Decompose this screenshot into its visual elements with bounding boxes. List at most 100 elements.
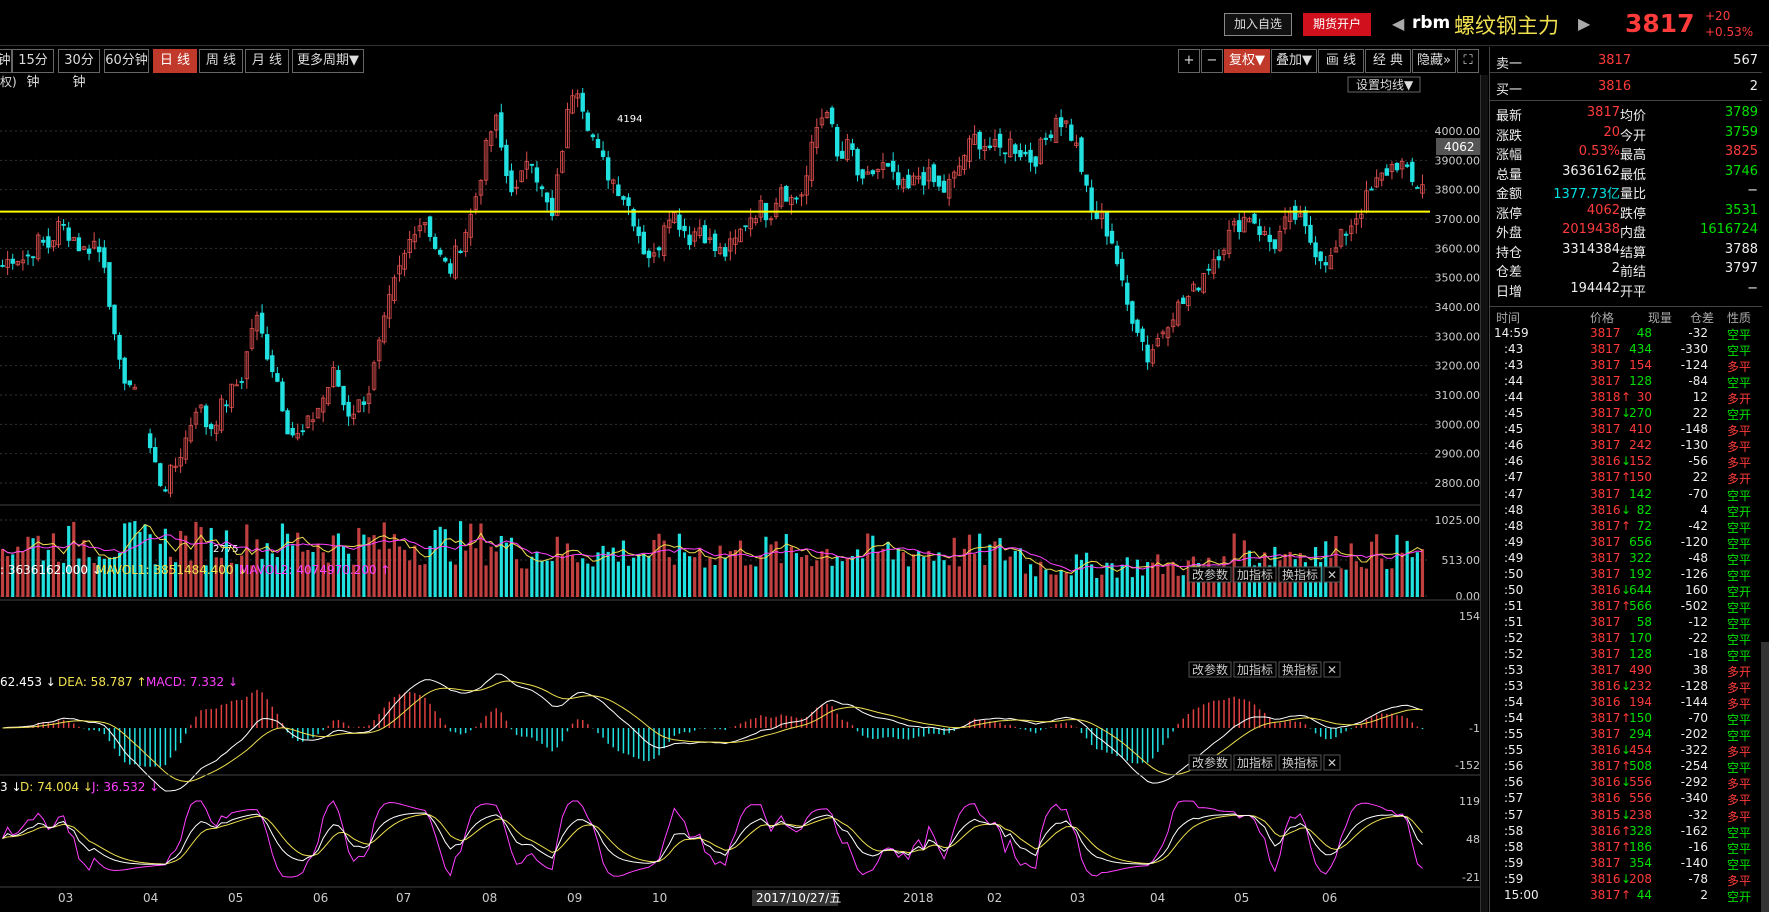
modify-params-button[interactable]: 改参数 — [1192, 662, 1228, 677]
candle-body — [1374, 177, 1379, 188]
period-button-60min[interactable]: 60分钟 — [104, 49, 149, 73]
volume-bar — [1079, 559, 1084, 597]
volume-bar — [1181, 575, 1185, 597]
overlay-dropdown[interactable]: 叠加▼ — [1271, 49, 1317, 73]
candle-body — [987, 145, 993, 149]
switch-indicator-button[interactable]: 换指标 — [1282, 567, 1318, 582]
volume-bar — [662, 540, 666, 597]
volume-bar — [362, 534, 366, 597]
tick-type: 空开 — [1727, 889, 1752, 904]
tick-oi-change: -330 — [1680, 342, 1708, 357]
volume-bar — [402, 549, 407, 597]
panel-button-box[interactable] — [1233, 566, 1277, 583]
volume-bar — [41, 560, 45, 597]
period-button-1min[interactable]: 钟 — [0, 49, 12, 73]
volume-bar — [464, 550, 468, 597]
volume-bar — [983, 564, 987, 597]
tick-price: 3817 — [1590, 647, 1621, 661]
period-button-30min[interactable]: 30分钟 — [58, 49, 100, 90]
volume-bar — [229, 562, 234, 597]
zoom-in-button[interactable]: + — [1178, 49, 1200, 73]
tick-type: 空平 — [1727, 857, 1752, 872]
open-futures-account-button[interactable]: 期货开户 — [1303, 13, 1371, 36]
tick-time: :53 — [1504, 679, 1524, 694]
volume-bar — [988, 544, 992, 597]
period-button-weekly[interactable]: 周 线 — [199, 49, 243, 73]
more-periods-dropdown[interactable]: 更多周期▼ — [292, 49, 364, 73]
panel-button-box[interactable] — [1188, 566, 1232, 583]
period-button-15min[interactable]: 15分钟 — [12, 49, 54, 90]
panel-button-box[interactable] — [1188, 661, 1232, 678]
ma-settings-box[interactable] — [1347, 76, 1421, 93]
panel-button-box[interactable] — [1188, 754, 1232, 771]
zoom-out-button[interactable]: − — [1201, 49, 1223, 73]
symbol-code: rbm — [1412, 13, 1451, 33]
kdj-axis-label: 119 — [1459, 795, 1480, 808]
volume-bar — [494, 551, 498, 597]
tick-volume: 556 — [1629, 775, 1652, 790]
panel-button-box[interactable] — [1323, 566, 1341, 583]
close-panel-icon[interactable]: ✕ — [1327, 756, 1337, 770]
classic-button[interactable]: 经 典 — [1365, 49, 1411, 73]
tick-type: 空平 — [1727, 632, 1752, 647]
candle-body — [921, 172, 926, 186]
fullscreen-icon[interactable]: ⛶ — [1457, 49, 1479, 73]
tick-price: 3816 — [1590, 791, 1621, 806]
volume-bar — [1410, 557, 1414, 597]
add-indicator-button[interactable]: 加指标 — [1237, 662, 1273, 677]
volume-bar — [891, 559, 895, 597]
dea-value: DEA: 58.787 ↑ — [58, 675, 147, 689]
panel-button-box[interactable] — [1278, 566, 1322, 583]
draw-line-button[interactable]: 画 线 — [1318, 49, 1364, 73]
previous-symbol-icon[interactable]: ◀ — [1392, 14, 1405, 33]
tick-time: :56 — [1504, 759, 1524, 774]
tick-oi-change: 160 — [1685, 582, 1708, 597]
ma-settings-button[interactable]: 设置均线▼ — [1356, 78, 1414, 92]
candle-body — [641, 231, 646, 255]
candle-body — [890, 160, 896, 172]
volume-bar — [886, 541, 890, 597]
candle-body — [1404, 164, 1410, 167]
volume-bar — [799, 557, 804, 597]
panel-button-box[interactable] — [1278, 661, 1322, 678]
chart-side-scrollbar[interactable] — [1480, 75, 1488, 912]
hide-panel-button[interactable]: 隐藏» — [1412, 49, 1456, 73]
volume-bar — [840, 561, 844, 597]
macd-axis-label: -1 — [1469, 722, 1480, 735]
modify-params-button[interactable]: 改参数 — [1192, 567, 1228, 582]
modify-params-button[interactable]: 改参数 — [1192, 755, 1228, 770]
candle-body — [1242, 216, 1247, 233]
close-panel-icon[interactable]: ✕ — [1327, 568, 1337, 582]
period-button-daily[interactable]: 日 线 — [153, 49, 197, 73]
switch-indicator-button[interactable]: 换指标 — [1282, 755, 1318, 770]
stat-label: 最高 — [1620, 148, 1647, 163]
candle-body — [1013, 144, 1018, 154]
panel-button-box[interactable] — [1323, 661, 1341, 678]
date-axis-label: 02 — [987, 891, 1002, 905]
tick-scrollbar[interactable] — [1761, 642, 1769, 912]
tick-row: :56 3816 ↓ 556 -292 多平 — [1490, 775, 1762, 791]
close-panel-icon[interactable]: ✕ — [1327, 663, 1337, 677]
candle-body — [1038, 138, 1043, 164]
tick-header-type: 性质 — [1727, 311, 1752, 325]
kline-chart[interactable]: 4000.00 3900.00 3800.00 3700.00 3600.00 3500.… — [0, 75, 1487, 912]
panel-button-box[interactable] — [1233, 754, 1277, 771]
candle-body — [188, 425, 194, 442]
add-to-watchlist-button[interactable]: 加入自选 — [1224, 13, 1292, 36]
panel-button-box[interactable] — [1278, 754, 1322, 771]
next-symbol-icon[interactable]: ▶ — [1578, 14, 1591, 33]
switch-indicator-button[interactable]: 换指标 — [1282, 662, 1318, 677]
candle-body — [1170, 319, 1176, 328]
candle-body — [1155, 338, 1161, 347]
add-indicator-button[interactable]: 加指标 — [1237, 755, 1273, 770]
candle-body — [565, 109, 570, 149]
candle-body — [468, 214, 473, 238]
stat-value: 4062 — [1586, 202, 1620, 218]
adjust-rights-dropdown[interactable]: 复权▼ — [1224, 49, 1270, 73]
add-indicator-button[interactable]: 加指标 — [1237, 567, 1273, 582]
tick-type: 空开 — [1727, 584, 1752, 599]
panel-button-box[interactable] — [1323, 754, 1341, 771]
tick-row: :51 3817 ↑ 566 -502 空平 — [1490, 599, 1762, 615]
panel-button-box[interactable] — [1233, 661, 1277, 678]
period-button-monthly[interactable]: 月 线 — [245, 49, 289, 73]
